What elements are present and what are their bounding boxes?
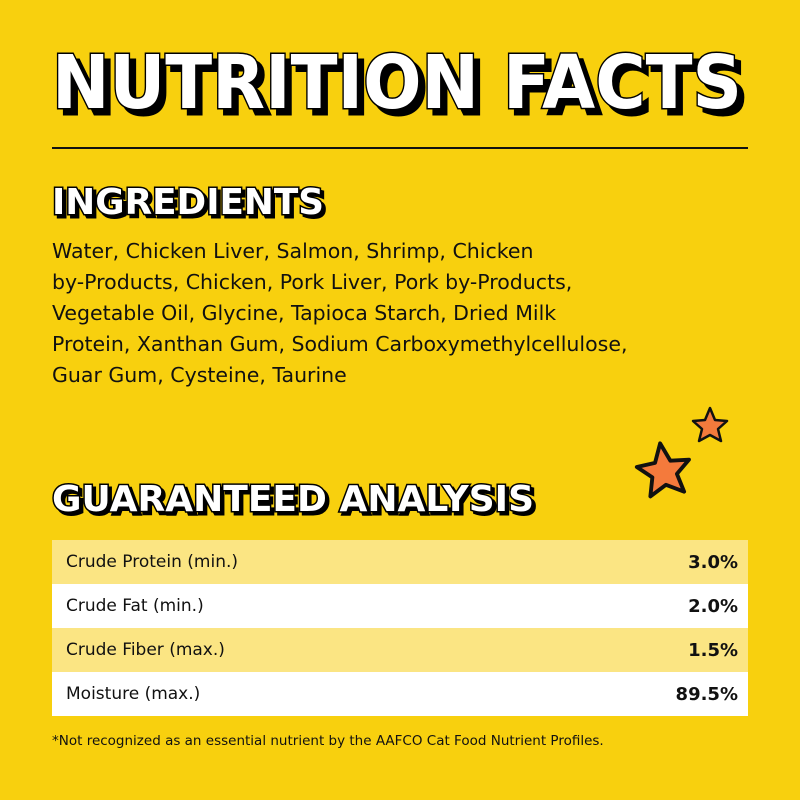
footnote: *Not recognized as an essential nutrient… <box>52 733 604 749</box>
divider <box>52 147 748 149</box>
heading-shadow: INGREDIENTS <box>55 185 327 226</box>
title-graphic: NUTRITION FACTS NUTRITION FACTS <box>51 39 750 134</box>
nutrient-value: 1.5% <box>688 639 738 661</box>
table-row: Moisture (max.) 89.5% <box>52 672 748 716</box>
nutrient-name: Crude Fat (min.) <box>66 596 204 616</box>
ingredients-heading-graphic: INGREDIENTS INGREDIENTS <box>51 181 329 228</box>
nutrient-value: 2.0% <box>688 595 738 617</box>
title: NUTRITION FACTS <box>52 40 742 126</box>
table-row: Crude Protein (min.) 3.0% <box>52 540 748 584</box>
star-small <box>691 406 729 443</box>
analysis-heading-graphic: GUARANTEED ANALYSIS GUARANTEED ANALYSIS <box>51 478 539 525</box>
analysis-table: Crude Protein (min.) 3.0% Crude Fat (min.)… <box>52 540 748 716</box>
ingredients-line: Protein, Xanthan Gum, Sodium Carboxymeth… <box>52 332 628 356</box>
analysis-heading: GUARANTEED ANALYSIS <box>52 479 534 520</box>
ingredients-line: by-Products, Chicken, Pork Liver, Pork b… <box>52 270 573 294</box>
ingredients-line: Guar Gum, Cysteine, Taurine <box>52 363 347 387</box>
nutrient-name: Crude Protein (min.) <box>66 552 239 572</box>
nutrient-value: 89.5% <box>675 683 738 705</box>
nutrient-name: Moisture (max.) <box>66 684 201 704</box>
heading-shadow: GUARANTEED ANALYSIS <box>55 482 537 523</box>
ingredients-heading: INGREDIENTS <box>52 182 324 223</box>
ingredients-line: Water, Chicken Liver, Salmon, Shrimp, Ch… <box>52 239 534 263</box>
nutrient-value: 3.0% <box>688 551 738 573</box>
table-row: Crude Fat (min.) 2.0% <box>52 584 748 628</box>
ingredients-text: Water, Chicken Liver, Salmon, Shrimp, Ch… <box>52 236 627 391</box>
nutrient-name: Crude Fiber (max.) <box>66 640 225 660</box>
ingredients-line: Vegetable Oil, Glycine, Tapioca Starch, … <box>52 301 557 325</box>
table-row: Crude Fiber (max.) 1.5% <box>52 628 748 672</box>
title-shadow: NUTRITION FACTS <box>58 46 748 132</box>
